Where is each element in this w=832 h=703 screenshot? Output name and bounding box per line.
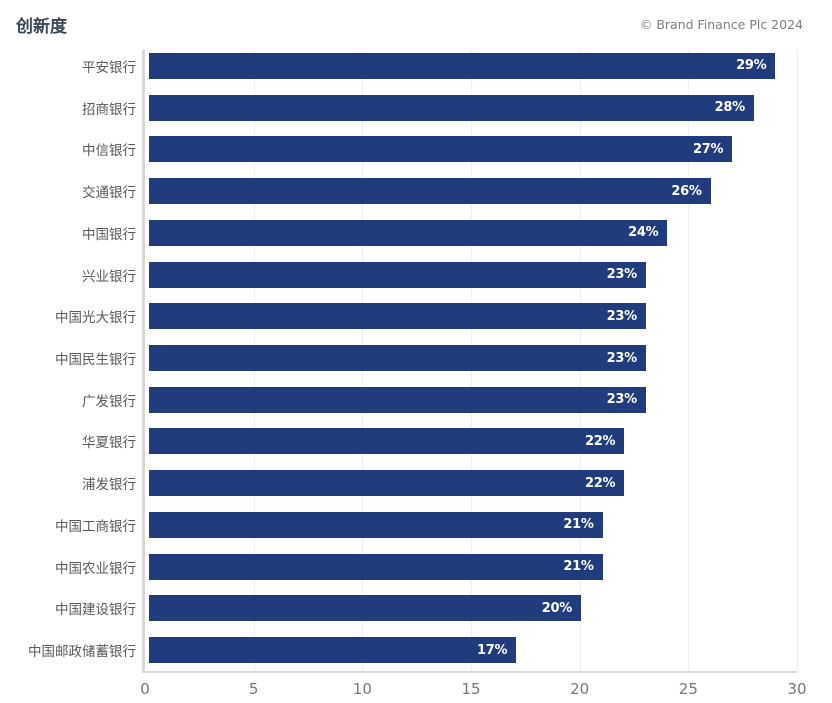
- bar[interactable]: 23%: [149, 386, 646, 413]
- bar-value-label: 28%: [714, 100, 746, 116]
- plot-area: 29% 28% 27% 26% 24% 23% 23% 23% 23% 22% 22% 21% 21% 2…: [142, 45, 798, 673]
- category-label: 中国农业银行: [55, 560, 136, 577]
- bar-value-label: 27%: [692, 141, 724, 157]
- bar-value-label: 17%: [476, 642, 508, 658]
- bar-row: 23%: [145, 295, 797, 337]
- bar[interactable]: 21%: [149, 553, 603, 580]
- category-label: 中国光大银行: [55, 310, 136, 327]
- bar-value-label: 29%: [736, 58, 767, 74]
- category-label: 中国建设银行: [55, 602, 136, 619]
- bar-value-label: 24%: [628, 225, 659, 241]
- category-label: 浦发银行: [82, 477, 136, 494]
- category-label: 中国工商银行: [55, 518, 136, 535]
- x-axis-tick-label: 15: [461, 680, 481, 698]
- category-label: 中信银行: [82, 143, 136, 160]
- bar[interactable]: 23%: [149, 303, 646, 330]
- x-axis-tick-label: 25: [678, 680, 698, 698]
- category-label: 平安银行: [82, 59, 136, 76]
- bar-row: 28%: [145, 87, 797, 129]
- bar[interactable]: 22%: [149, 428, 625, 455]
- bar-value-label: 21%: [563, 517, 594, 533]
- category-label: 招商银行: [82, 101, 136, 118]
- x-axis-tick-label: 5: [248, 680, 259, 698]
- bar-chart: 平安银行招商银行中信银行交通银行中国银行兴业银行中国光大银行 中国民生银行广发银行…: [0, 45, 832, 673]
- bar-row: 26%: [145, 170, 797, 212]
- bar-value-label: 22%: [584, 475, 616, 491]
- bar[interactable]: 24%: [149, 219, 668, 246]
- category-label: 广发银行: [82, 393, 136, 410]
- bar-row: 17%: [145, 629, 797, 671]
- gridline: [688, 50, 690, 671]
- x-axis-ticks: 0 5 10 15 20 25 30: [140, 680, 806, 700]
- bar-value-label: 20%: [541, 600, 573, 616]
- bar[interactable]: 27%: [149, 136, 733, 163]
- bar-value-label: 23%: [606, 350, 638, 366]
- bar-row: 23%: [145, 254, 797, 296]
- bar[interactable]: 23%: [149, 261, 646, 288]
- bar-row: 22%: [145, 421, 797, 463]
- bar-row: 22%: [145, 462, 797, 504]
- bar-value-label: 21%: [563, 559, 594, 575]
- bar[interactable]: 22%: [149, 470, 625, 497]
- bar-row: 20%: [145, 588, 797, 630]
- bar-row: 27%: [145, 128, 797, 170]
- x-axis-tick-label: 30: [787, 680, 807, 698]
- bar[interactable]: 28%: [149, 94, 754, 121]
- bar-row: 24%: [145, 212, 797, 254]
- bar[interactable]: 29%: [149, 52, 776, 79]
- bar-rows: 29% 28% 27% 26% 24% 23% 23% 23% 23% 22% 22% 21% 21% 2…: [145, 45, 797, 671]
- bar[interactable]: 23%: [149, 345, 646, 371]
- bar-row: 23%: [145, 379, 797, 421]
- bar-row: 21%: [145, 546, 797, 588]
- x-axis-line: [142, 670, 797, 673]
- category-label: 华夏银行: [82, 435, 136, 452]
- category-label: 中国银行: [82, 226, 136, 243]
- bar-value-label: 23%: [606, 308, 638, 324]
- bar-row: 23%: [145, 337, 797, 379]
- x-axis-tick-label: 10: [352, 680, 372, 698]
- category-label: 兴业银行: [82, 268, 136, 285]
- category-label: 中国邮政储蓄银行: [28, 644, 136, 661]
- bar-value-label: 23%: [606, 392, 638, 408]
- chart-header: 创新度 © Brand Finance Plc 2024: [0, 0, 832, 45]
- bar[interactable]: 20%: [149, 595, 581, 622]
- bar-row: 21%: [145, 504, 797, 546]
- gridline: [797, 50, 798, 671]
- x-axis-tick-label: 20: [570, 680, 590, 698]
- chart-title: 创新度: [16, 17, 67, 37]
- bar[interactable]: 26%: [149, 178, 711, 205]
- copyright-text: © Brand Finance Plc 2024: [639, 17, 803, 32]
- bar[interactable]: 21%: [149, 511, 603, 538]
- bar-value-label: 26%: [671, 183, 702, 199]
- category-axis-labels: 平安银行招商银行中信银行交通银行中国银行兴业银行中国光大银行 中国民生银行广发银行…: [0, 45, 145, 671]
- bar-row: 29%: [145, 45, 797, 87]
- bar-value-label: 23%: [606, 267, 638, 283]
- x-axis-tick-label: 0: [140, 680, 150, 698]
- category-label: 中国民生银行: [55, 352, 136, 368]
- category-label: 交通银行: [82, 185, 136, 202]
- y-axis-line: [142, 50, 145, 671]
- bar-value-label: 22%: [584, 433, 616, 449]
- bar[interactable]: 17%: [149, 637, 517, 664]
